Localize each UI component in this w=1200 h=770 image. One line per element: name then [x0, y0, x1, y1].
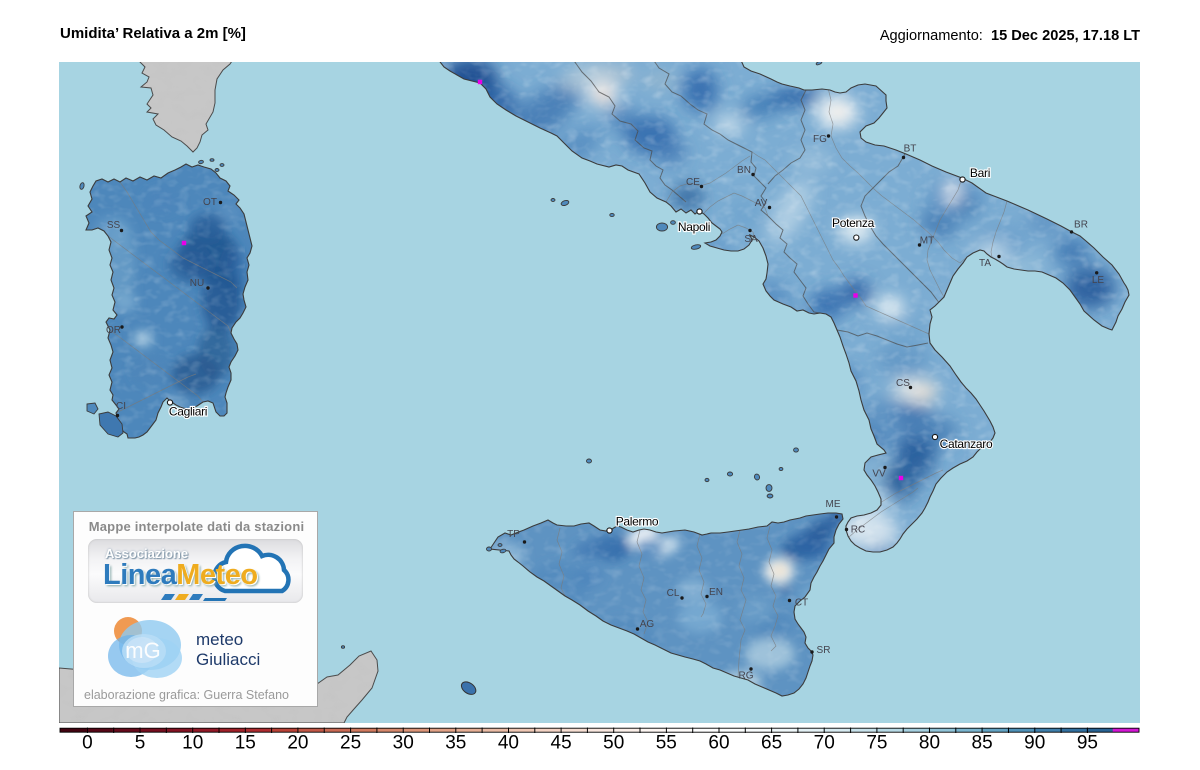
svg-text:VV: VV [872, 469, 886, 480]
svg-text:Potenza: Potenza [832, 216, 875, 230]
svg-text:TP: TP [507, 529, 520, 540]
svg-text:BR: BR [1074, 220, 1088, 231]
svg-text:60: 60 [708, 733, 729, 754]
svg-text:Napoli: Napoli [678, 220, 710, 234]
svg-text:50: 50 [603, 733, 624, 754]
svg-text:SR: SR [817, 645, 831, 656]
svg-text:mG: mG [125, 638, 160, 663]
svg-text:CT: CT [795, 598, 808, 609]
svg-text:EN: EN [709, 587, 723, 598]
svg-text:BT: BT [904, 144, 917, 155]
svg-text:95: 95 [1077, 733, 1098, 754]
svg-text:CI: CI [116, 401, 126, 412]
svg-text:0: 0 [82, 733, 93, 754]
svg-text:OR: OR [106, 325, 121, 336]
svg-text:10: 10 [182, 733, 203, 754]
svg-text:70: 70 [814, 733, 835, 754]
svg-text:SA: SA [744, 234, 758, 245]
svg-text:5: 5 [135, 733, 146, 754]
svg-text:40: 40 [498, 733, 519, 754]
svg-text:85: 85 [972, 733, 993, 754]
svg-text:Palermo: Palermo [616, 515, 659, 529]
svg-text:LE: LE [1092, 275, 1105, 286]
svg-text:OT: OT [203, 197, 217, 208]
svg-text:75: 75 [866, 733, 887, 754]
svg-text:Bari: Bari [970, 166, 990, 180]
svg-text:25: 25 [340, 733, 361, 754]
svg-text:MT: MT [920, 236, 934, 247]
svg-text:TA: TA [979, 258, 991, 269]
svg-text:30: 30 [393, 733, 414, 754]
svg-text:15: 15 [235, 733, 256, 754]
svg-text:AV: AV [755, 198, 768, 209]
svg-text:AG: AG [640, 619, 655, 630]
svg-text:35: 35 [445, 733, 466, 754]
svg-text:20: 20 [287, 733, 308, 754]
svg-text:ME: ME [826, 499, 841, 510]
svg-text:RC: RC [851, 525, 865, 536]
svg-text:65: 65 [761, 733, 782, 754]
svg-text:45: 45 [551, 733, 572, 754]
svg-text:CS: CS [896, 378, 910, 389]
svg-text:55: 55 [656, 733, 677, 754]
svg-text:FG: FG [813, 134, 827, 145]
svg-text:BN: BN [737, 165, 751, 176]
svg-text:90: 90 [1024, 733, 1045, 754]
svg-text:NU: NU [190, 278, 204, 289]
svg-text:80: 80 [919, 733, 940, 754]
svg-text:CL: CL [667, 588, 680, 599]
svg-text:CE: CE [686, 177, 700, 188]
svg-text:RG: RG [739, 671, 754, 682]
svg-text:Cagliari: Cagliari [169, 405, 207, 419]
svg-text:SS: SS [107, 220, 121, 231]
svg-text:Catanzaro: Catanzaro [940, 437, 993, 451]
